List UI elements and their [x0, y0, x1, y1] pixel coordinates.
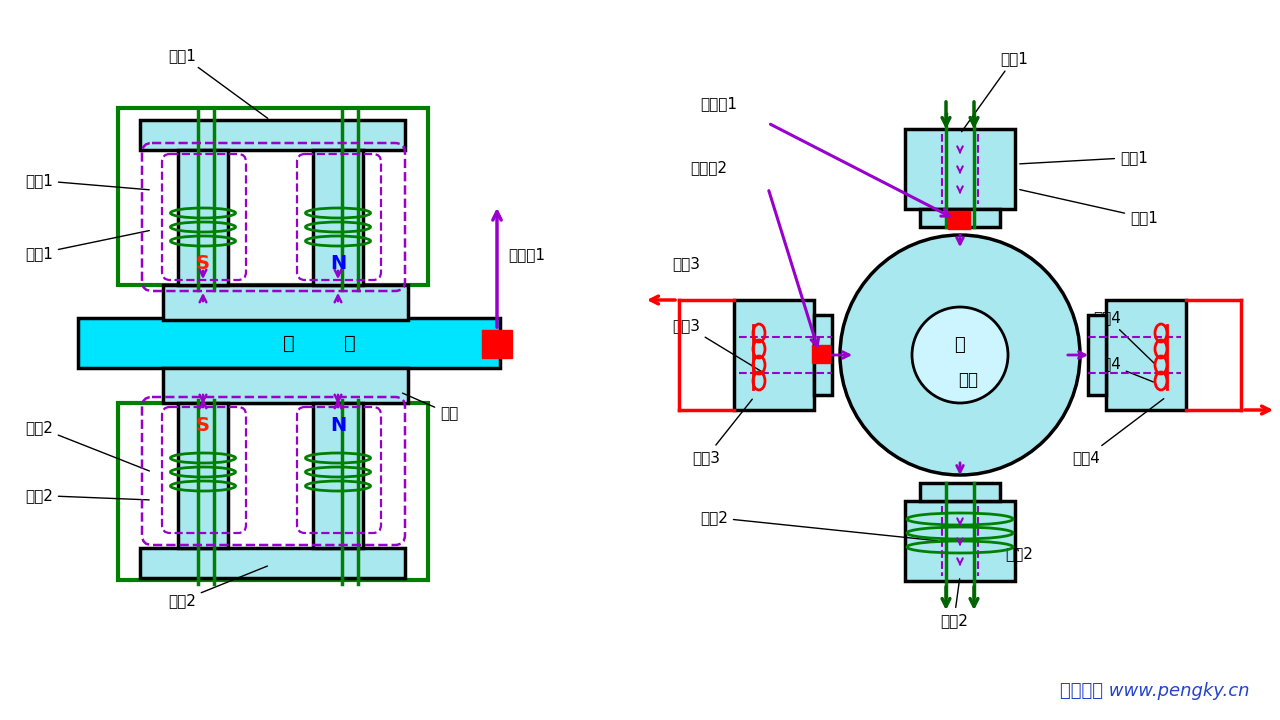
- Bar: [178, 403, 228, 548]
- Text: 传感器1: 传感器1: [700, 96, 737, 111]
- Circle shape: [911, 307, 1009, 403]
- Bar: [78, 318, 500, 368]
- Bar: [812, 345, 829, 363]
- Bar: [1106, 300, 1187, 410]
- Text: 轴: 轴: [344, 333, 356, 353]
- Text: 铁心2: 铁心2: [168, 566, 268, 608]
- Text: 磁通2: 磁通2: [26, 488, 150, 503]
- Text: 绕组3: 绕组3: [672, 256, 700, 271]
- Text: 绕组4: 绕组4: [1093, 356, 1153, 382]
- Text: N: N: [330, 253, 346, 272]
- Text: 磁通3: 磁通3: [692, 399, 753, 465]
- Text: 绕组2: 绕组2: [26, 420, 150, 471]
- Bar: [314, 403, 364, 548]
- Text: S: S: [196, 415, 210, 434]
- Bar: [140, 120, 404, 150]
- Text: 磁通1: 磁通1: [26, 173, 150, 190]
- Text: 转子: 转子: [402, 393, 458, 421]
- Bar: [814, 315, 832, 395]
- Text: 轴: 轴: [283, 333, 294, 353]
- Text: 鹏茫科艺 www.pengky.cn: 鹏茫科艺 www.pengky.cn: [1061, 682, 1251, 700]
- Bar: [118, 108, 428, 285]
- Bar: [118, 403, 428, 580]
- Text: S: S: [196, 253, 210, 272]
- Bar: [920, 483, 1000, 501]
- Bar: [163, 285, 408, 320]
- Bar: [920, 209, 1000, 227]
- Bar: [178, 150, 228, 285]
- Text: 轴: 轴: [955, 336, 965, 354]
- Text: 磁通4: 磁通4: [1071, 399, 1164, 465]
- Text: 磁通1: 磁通1: [1020, 189, 1158, 225]
- Bar: [1088, 315, 1106, 395]
- Bar: [483, 330, 512, 358]
- Bar: [314, 150, 364, 285]
- Text: 铁心4: 铁心4: [1093, 310, 1155, 363]
- Text: 磁通2: 磁通2: [700, 510, 937, 541]
- Text: 绕组1: 绕组1: [1020, 150, 1148, 165]
- Bar: [948, 211, 970, 229]
- Text: 铁心3: 铁心3: [672, 318, 762, 372]
- Text: 铁心2: 铁心2: [940, 579, 968, 628]
- Text: 铁心1: 铁心1: [168, 48, 268, 118]
- Text: 传感器1: 传感器1: [508, 248, 545, 263]
- Text: 绕组1: 绕组1: [26, 230, 150, 261]
- Bar: [163, 368, 408, 403]
- Bar: [733, 300, 814, 410]
- Text: 传感器2: 传感器2: [690, 160, 727, 175]
- Circle shape: [840, 235, 1080, 475]
- Text: N: N: [330, 415, 346, 434]
- Bar: [905, 501, 1015, 581]
- Bar: [905, 129, 1015, 209]
- Text: 绕组2: 绕组2: [1005, 546, 1033, 561]
- Text: 转子: 转子: [957, 371, 978, 389]
- Text: 铁心1: 铁心1: [961, 51, 1028, 132]
- Bar: [140, 548, 404, 578]
